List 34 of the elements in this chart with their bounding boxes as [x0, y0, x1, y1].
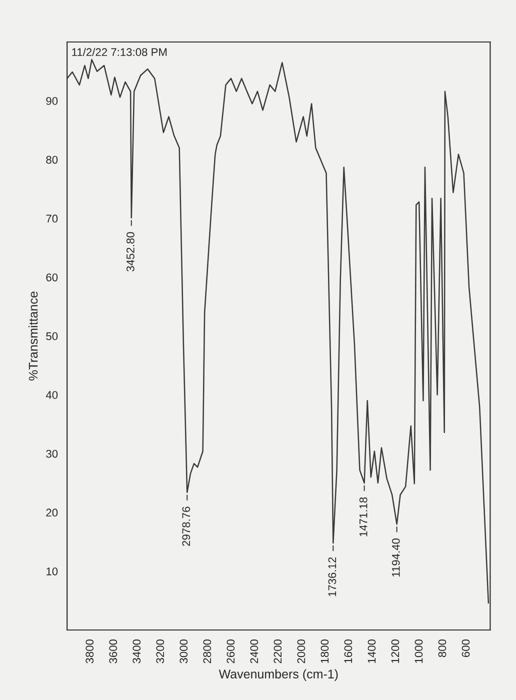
- y-axis-title: %Transmittance: [28, 292, 38, 380]
- x-tick-label: 1600: [344, 639, 352, 663]
- y-tick-label: 60: [46, 273, 58, 282]
- x-tick-label: 3000: [180, 639, 188, 664]
- x-tick-label: 1200: [391, 639, 400, 663]
- y-tick-label: 50: [46, 332, 58, 340]
- y-tick-label: 70: [46, 214, 58, 223]
- x-tick-label: 2000: [297, 639, 306, 664]
- x-tick-label: 1000: [414, 639, 423, 663]
- x-tick-label: 2800: [203, 639, 212, 664]
- y-tick-label: 20: [46, 508, 58, 517]
- x-tick-label: 2200: [274, 639, 282, 664]
- x-tick-label: 1800: [320, 639, 329, 663]
- y-tick-label: 10: [46, 567, 58, 576]
- annotation: 1736.12: [328, 557, 336, 596]
- annotation: 1194.40: [392, 538, 400, 577]
- annotation: 11/2/22 7:13:08 PM: [72, 48, 167, 56]
- annotation: 1471.18: [359, 497, 368, 536]
- x-tick-label: 3200: [156, 639, 164, 664]
- x-tick-label: 1400: [368, 639, 376, 663]
- x-tick-label: 800: [438, 639, 446, 658]
- x-tick-label: 3800: [86, 639, 94, 664]
- x-tick-label: 600: [462, 639, 470, 657]
- y-tick-label: 90: [46, 97, 58, 105]
- annotation: 2978.76: [182, 506, 190, 546]
- y-tick-label: 80: [46, 156, 58, 164]
- x-tick-label: 3400: [132, 639, 141, 664]
- x-tick-label: 2600: [226, 639, 235, 664]
- x-tick-label: 3600: [109, 639, 118, 664]
- y-tick-label: 30: [46, 450, 58, 458]
- annotation: 3452.80: [126, 232, 134, 272]
- x-tick-label: 2400: [250, 639, 258, 664]
- y-tick-label: 40: [46, 391, 58, 399]
- x-axis-title: Wavenumbers (cm-1): [218, 669, 338, 681]
